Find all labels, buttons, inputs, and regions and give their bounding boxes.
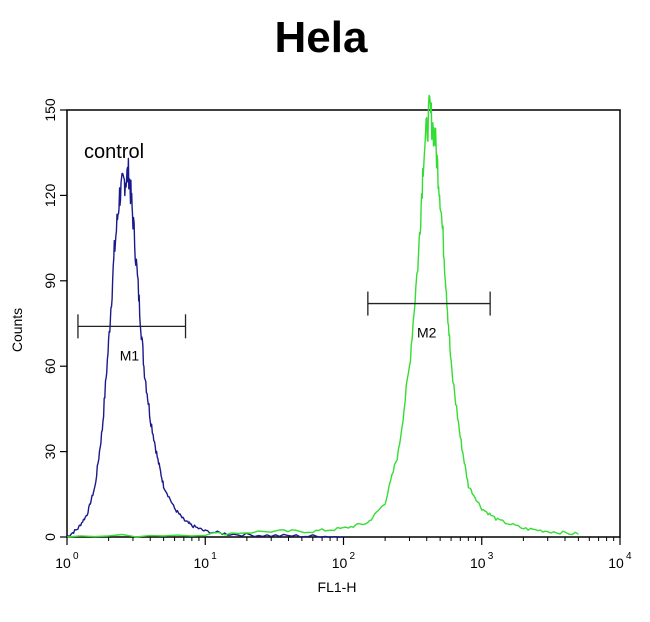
x-tick-exponent: 3 [488, 551, 494, 562]
x-tick-exponent: 0 [73, 551, 79, 562]
x-axis-label: FL1-H [318, 579, 357, 595]
y-tick-label: 90 [42, 273, 58, 289]
x-tick-label: 10 [332, 555, 348, 571]
x-tick-label: 10 [470, 555, 486, 571]
gate-label: M2 [417, 325, 437, 341]
y-tick-label: 60 [42, 358, 58, 374]
x-tick-label: 10 [193, 555, 209, 571]
chart-title: Hela [275, 13, 368, 62]
y-tick-label: 120 [42, 184, 58, 208]
plot-frame [66, 109, 621, 538]
x-tick-label: 10 [608, 555, 624, 571]
x-tick-exponent: 2 [350, 551, 356, 562]
marker-layer: M1 M2 [77, 291, 491, 363]
x-tick-label: 10 [55, 555, 71, 571]
y-tick-label: 30 [42, 444, 58, 460]
x-tick-exponent: 1 [211, 551, 217, 562]
y-axis-label: Counts [9, 308, 25, 352]
y-tick-label: 0 [42, 533, 58, 541]
x-axis-ticks: 10 0 10 1 10 2 10 3 10 4 [55, 537, 632, 571]
y-tick-label: 150 [42, 98, 58, 122]
y-axis-ticks: 0 30 60 90 120 150 [42, 98, 67, 541]
gate-label: M1 [120, 347, 140, 363]
series-line-1 [66, 157, 344, 538]
series-line-2 [66, 94, 579, 538]
x-tick-exponent: 4 [626, 551, 632, 562]
series-layer [66, 94, 579, 538]
control-annotation: control [84, 141, 144, 163]
